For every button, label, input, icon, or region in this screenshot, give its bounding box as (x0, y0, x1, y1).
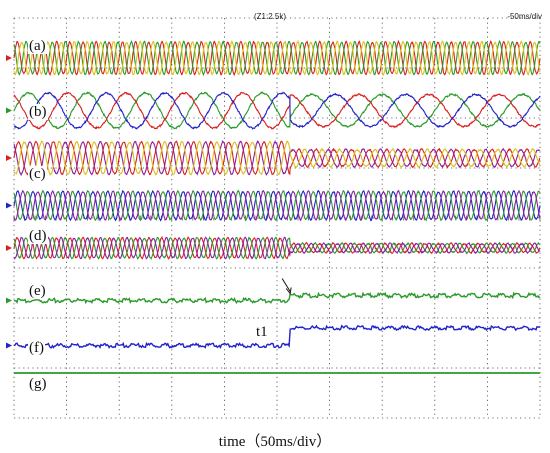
phase-trace (13, 140, 541, 176)
channel-marker (6, 55, 12, 61)
phase-trace (13, 189, 541, 222)
phase-trace (13, 39, 541, 77)
dc-trace (13, 324, 541, 350)
traces (13, 39, 541, 374)
phase-trace (13, 139, 541, 177)
panel-label-e: (e) (28, 283, 47, 299)
phase-trace (13, 40, 541, 77)
channel-marker (6, 245, 12, 251)
panel-label-d: (d) (28, 228, 48, 244)
phase-trace (13, 236, 541, 261)
x-axis-label: time（50ms/div） (218, 434, 332, 450)
timebase-readout: -50ms/div (507, 12, 542, 21)
phase-trace (13, 140, 541, 176)
phase-trace (13, 236, 541, 261)
disturbance-arrow (281, 278, 291, 292)
panel-label-c: (c) (28, 166, 47, 182)
phase-trace (13, 235, 541, 261)
disturbance-marker-label: t1 (256, 324, 268, 340)
phase-trace (13, 189, 541, 222)
channel-marker (6, 155, 12, 161)
channel-marker (6, 202, 12, 209)
channel-marker (6, 342, 12, 349)
panel-label-f: (f) (28, 340, 45, 356)
phase-trace (13, 91, 541, 130)
disturbance-arrowhead (285, 287, 292, 295)
phase-trace (13, 91, 541, 130)
zoom-readout: (Z1:2.5k) (254, 12, 287, 21)
phase-trace (13, 189, 541, 222)
channel-marker (6, 297, 12, 304)
panel-label-b: (b) (28, 104, 48, 120)
panel-label-g: (g) (28, 376, 48, 392)
channel-markers (6, 55, 12, 349)
phase-trace (13, 39, 541, 76)
oscilloscope-plot (6, 17, 541, 419)
dc-trace (13, 291, 541, 305)
channel-marker (6, 107, 12, 114)
panel-label-a: (a) (28, 38, 47, 54)
